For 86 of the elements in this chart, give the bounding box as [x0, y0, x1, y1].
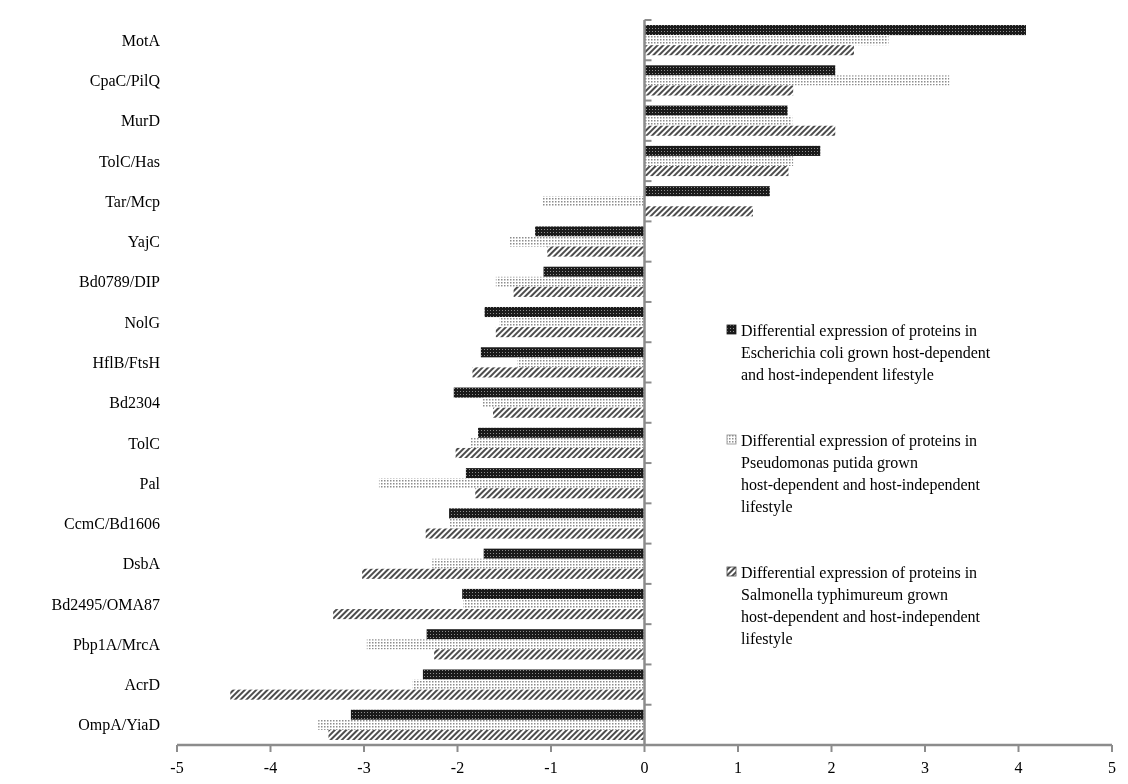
- bar: [328, 729, 645, 740]
- bar: [644, 166, 789, 177]
- legend-label: Differential expression of proteins in Salmonella typhimureum grown host-dependent and host-independent lifestyle: [741, 563, 981, 648]
- bar: [542, 196, 645, 207]
- bar: [484, 306, 645, 318]
- bar: [318, 719, 645, 730]
- x-tick-label: 5: [1108, 759, 1116, 776]
- bar: [644, 105, 788, 116]
- y-tick-label: Pal: [139, 474, 161, 492]
- bar: [644, 75, 950, 86]
- x-tick-label: 1: [734, 759, 742, 776]
- bar: [644, 145, 821, 156]
- y-tick-label: HflB/FtsH: [92, 353, 161, 371]
- x-tick-label: -3: [357, 759, 371, 776]
- y-tick-label: TolC/Has: [98, 152, 160, 170]
- bar: [513, 286, 645, 297]
- bar: [422, 669, 645, 680]
- bar: [644, 35, 889, 46]
- bar: [499, 317, 645, 328]
- x-tick-label: 0: [640, 759, 649, 776]
- bar: [378, 478, 645, 489]
- bar: [350, 709, 645, 720]
- x-tick-label: 3: [921, 759, 929, 776]
- bar: [426, 629, 645, 640]
- x-tick-label: -1: [544, 759, 558, 776]
- legend-label: Differential expression of proteins in Pseudomonas putida grown host-dependent and host-independent lifestyle: [741, 431, 981, 516]
- y-tick-label: OmpA/YiaD: [78, 716, 160, 735]
- bar: [495, 327, 645, 338]
- bar: [493, 407, 645, 418]
- bar: [230, 689, 645, 700]
- bar: [462, 588, 645, 599]
- x-tick-label: -5: [170, 759, 184, 776]
- y-tick-label: YajC: [127, 233, 160, 252]
- bar: [472, 367, 645, 378]
- bar: [644, 125, 836, 136]
- y-tick-label: NolG: [124, 313, 161, 331]
- y-tick-label: Bd0789/DIP: [79, 273, 161, 291]
- bar: [478, 427, 645, 438]
- bar: [470, 437, 645, 448]
- bar: [495, 276, 645, 287]
- bar: [482, 397, 645, 408]
- x-tick-label: 2: [827, 759, 836, 776]
- bar: [366, 639, 645, 650]
- y-tick-label: DsbA: [122, 555, 161, 573]
- x-tick-label: -2: [450, 759, 465, 776]
- bar: [449, 508, 645, 519]
- bar: [453, 387, 645, 398]
- y-tick-label: CcmC/Bd1606: [63, 515, 160, 533]
- bar: [535, 226, 645, 237]
- bar: [547, 246, 645, 257]
- y-tick-label: AcrD: [124, 676, 160, 694]
- bar: [450, 518, 645, 529]
- y-tick-label: TolC: [128, 434, 160, 452]
- bar: [465, 468, 645, 479]
- bar: [333, 609, 645, 620]
- y-tick-label: CpaC/PilQ: [89, 72, 161, 91]
- bar: [543, 266, 645, 277]
- y-tick-label: Bd2495/OMA87: [51, 595, 160, 613]
- bar: [644, 85, 794, 96]
- y-tick-label: Tar/Mcp: [105, 192, 160, 211]
- x-tick-label: 4: [1014, 759, 1023, 776]
- bar: [425, 528, 645, 539]
- bar: [644, 65, 836, 76]
- bar: [644, 115, 793, 126]
- bar: [644, 45, 854, 56]
- bar: [480, 347, 645, 358]
- bar: [434, 649, 645, 660]
- bar: [644, 206, 753, 217]
- y-tick-label: MurD: [120, 112, 160, 130]
- x-tick-label: -4: [263, 759, 278, 776]
- bar: [412, 679, 645, 690]
- bar: [644, 25, 1026, 36]
- bar: [644, 186, 770, 197]
- bar: [455, 447, 645, 459]
- y-tick-label: Bd2304: [109, 394, 160, 412]
- bar: [475, 488, 645, 499]
- bar: [644, 155, 794, 167]
- y-tick-label: MotA: [121, 31, 161, 49]
- bar: [432, 558, 645, 569]
- bar: [483, 548, 645, 559]
- legend-label: Differential expression of proteins in Escherichia coli grown host-dependent and host-independent lifestyle: [741, 321, 991, 384]
- bar: [362, 568, 645, 579]
- bar: [463, 598, 645, 610]
- bar: [509, 236, 645, 247]
- bar: [517, 357, 645, 368]
- y-tick-label: Pbp1A/MrcA: [72, 635, 161, 654]
